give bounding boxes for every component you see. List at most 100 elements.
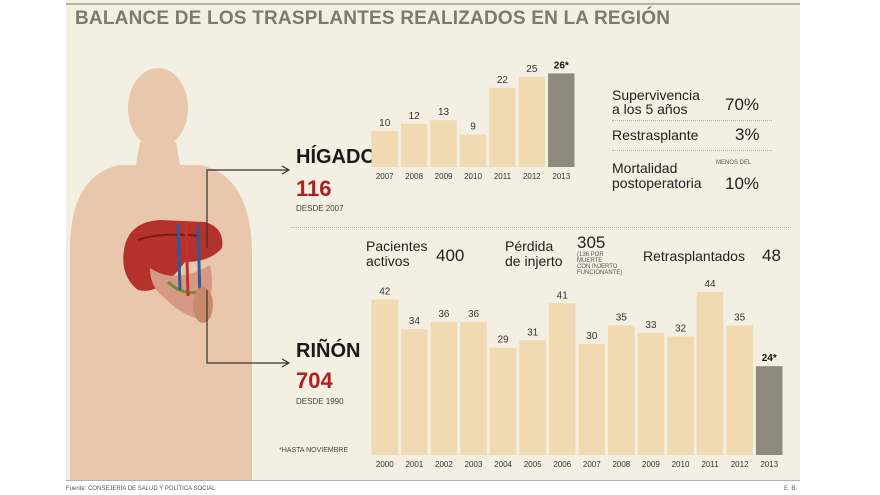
rinon-value-label-2011: 44: [705, 279, 717, 290]
rinon-value-label-2007: 30: [586, 331, 598, 342]
rinon-since: DESDE 1990: [296, 397, 344, 406]
higado-value-label-2013: 26*: [554, 60, 569, 71]
rinon-value-label-2012: 35: [734, 313, 746, 324]
bottom-rule: [66, 480, 800, 481]
mortalidad-value: 10%: [725, 174, 760, 193]
perdida-label-1: Pérdida: [505, 238, 554, 254]
rinon-bar-2002: [430, 321, 458, 455]
rinon-value-label-2004: 29: [498, 335, 510, 346]
higado-year-label-2012: 2012: [523, 172, 541, 181]
perdida-note-1: (136 POR: [577, 252, 604, 258]
higado-year-label-2009: 2009: [435, 172, 453, 181]
rinon-bar-2010: [667, 336, 694, 455]
higado-bar-2007: [371, 131, 398, 167]
higado-value-label-2010: 9: [470, 122, 476, 133]
rinon-bar-2013: [755, 366, 783, 455]
retrasplantados-label: Retrasplantados: [643, 248, 745, 264]
rinon-year-label-2002: 2002: [435, 460, 453, 469]
higado-year-label-2008: 2008: [405, 172, 423, 181]
rinon-value-label-2008: 35: [616, 313, 628, 324]
higado-bar-2009: [430, 120, 457, 167]
rinon-bar-2004: [489, 347, 517, 455]
higado-value-label-2007: 10: [379, 118, 391, 129]
supervivencia-value: 70%: [725, 95, 760, 114]
rinon-value-label-2013: 24*: [762, 353, 777, 364]
rinon-year-label-2011: 2011: [701, 460, 719, 469]
rinon-year-label-2000: 2000: [376, 460, 394, 469]
higado-year-label-2007: 2007: [376, 172, 394, 181]
source-credit: Fuente: CONSEJERÍA DE SALUD Y POLÍTICA S…: [66, 486, 216, 492]
rinon-bar-2008: [608, 325, 635, 455]
rinon-year-label-2008: 2008: [612, 460, 630, 469]
connector-lines: [206, 165, 291, 368]
rinon-bar-2003: [460, 321, 487, 455]
infographic-title: BALANCE DE LOS TRASPLANTES REALIZADOS EN…: [75, 8, 671, 29]
rinon-year-label-2012: 2012: [731, 460, 749, 469]
rinon-year-label-2006: 2006: [553, 460, 571, 469]
pacientes-label-1: Pacientes: [366, 238, 428, 254]
higado-year-label-2010: 2010: [464, 172, 482, 181]
rinon-year-label-2007: 2007: [583, 460, 601, 469]
restrasplante-label: Restrasplante: [612, 127, 699, 143]
mortalidad-label-2: postoperatoria: [612, 175, 702, 191]
mortalidad-note: MENOS DEL: [716, 160, 752, 166]
rinon-bar-2001: [401, 329, 428, 455]
higado-bar-2012: [518, 77, 546, 167]
rinon-year-label-2013: 2013: [760, 460, 778, 469]
rinon-bar-2011: [696, 292, 724, 455]
section-divider: [291, 227, 791, 228]
supervivencia-label-1: Supervivencia: [612, 87, 700, 103]
rinon-bar-2012: [726, 325, 753, 455]
rinon-year-label-2003: 2003: [465, 460, 483, 469]
rinon-bar-2007: [578, 344, 606, 455]
pacientes-value: 400: [436, 246, 465, 265]
rinon-value-label-2006: 41: [557, 290, 569, 301]
rinon-value-label-2005: 31: [527, 327, 539, 338]
rinon-value-label-2010: 32: [675, 324, 687, 335]
footnote: *HASTA NOVIEMBRE: [279, 447, 349, 454]
rinon-year-label-2009: 2009: [642, 460, 660, 469]
restrasplante-value: 3%: [735, 125, 760, 144]
higado-bar-2013: [548, 73, 575, 167]
higado-value-label-2011: 22: [497, 75, 509, 86]
perdida-value: 305: [577, 233, 606, 252]
rinon-year-label-2004: 2004: [494, 460, 512, 469]
higado-year-label-2013: 2013: [552, 172, 570, 181]
rinon-year-label-2001: 2001: [405, 460, 423, 469]
rinon-value-label-2009: 33: [645, 320, 657, 331]
higado-value-label-2012: 25: [526, 64, 538, 75]
rinon-value-label-2001: 34: [409, 316, 421, 327]
rinon-year-label-2010: 2010: [672, 460, 690, 469]
top-rule: [66, 3, 800, 5]
higado-total: 116: [296, 176, 332, 201]
retrasplantados-value: 48: [762, 246, 781, 265]
rinon-bar-2000: [371, 299, 399, 455]
higado-bar-2008: [400, 123, 428, 167]
liver-organ-icon: [123, 220, 223, 323]
stat-divider: [612, 150, 772, 151]
rinon-title: RIÑÓN: [296, 340, 361, 362]
higado-value-label-2009: 13: [438, 107, 450, 118]
rinon-bar-2005: [519, 340, 546, 455]
rinon-bar-2009: [637, 332, 665, 455]
perdida-note-2: MUERTE: [577, 258, 603, 264]
rinon-total: 704: [296, 368, 333, 393]
pacientes-label-2: activos: [366, 253, 410, 269]
higado-title: HÍGADO: [296, 146, 376, 168]
rinon-value-label-2003: 36: [468, 309, 480, 320]
perdida-label-2: de injerto: [505, 253, 563, 269]
higado-bar-2011: [489, 87, 516, 167]
perdida-note-4: FUNCIONANTE): [577, 270, 623, 276]
higado-bar-2010: [459, 134, 487, 167]
rinon-bar-2006: [548, 303, 576, 455]
higado-year-label-2011: 2011: [494, 172, 512, 181]
supervivencia-label-2: a los 5 años: [612, 101, 688, 117]
mortalidad-label-1: Mortalidad: [612, 160, 678, 176]
higado-since: DESDE 2007: [296, 204, 344, 213]
stat-divider: [612, 120, 772, 121]
rinon-value-label-2000: 42: [379, 287, 391, 298]
rinon-year-label-2005: 2005: [524, 460, 542, 469]
